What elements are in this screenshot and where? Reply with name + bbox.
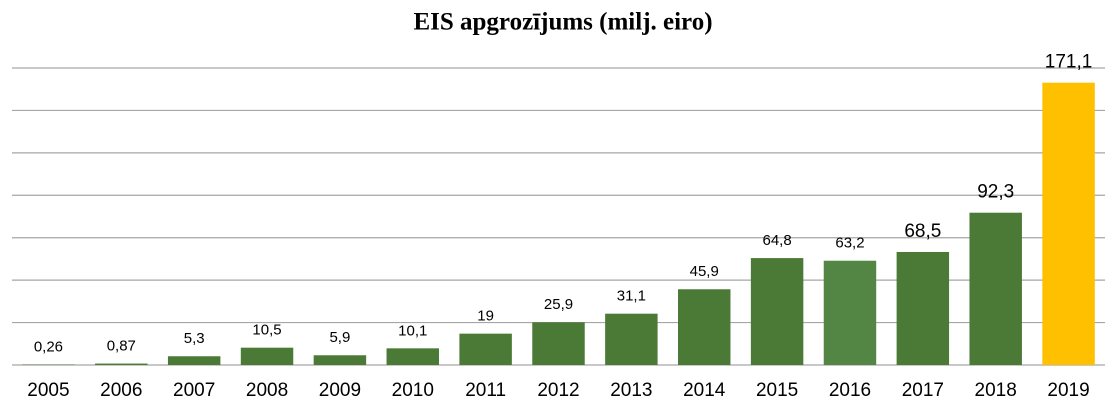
data-label: 19 [477, 308, 494, 325]
data-label: 5,3 [184, 330, 205, 347]
x-tick-label: 2010 [392, 380, 434, 401]
data-label: 10,1 [398, 322, 427, 339]
x-tick-label: 2013 [610, 380, 652, 401]
bar [896, 251, 950, 365]
x-tick-label: 2016 [829, 380, 871, 401]
bar [95, 363, 148, 365]
data-label: 92,3 [977, 182, 1014, 203]
bar [240, 347, 294, 365]
x-tick-label: 2018 [975, 380, 1017, 401]
data-label: 45,9 [690, 263, 719, 280]
x-tick-label: 2015 [756, 380, 798, 401]
x-tick-label: 2009 [319, 380, 361, 401]
bar [969, 212, 1022, 365]
x-tick-label: 2019 [1047, 380, 1089, 401]
data-label: 64,8 [762, 232, 791, 249]
bar [313, 355, 367, 365]
data-label: 25,9 [544, 296, 573, 313]
x-tick-label: 2012 [537, 380, 579, 401]
bar [823, 260, 877, 365]
x-tick-label: 2005 [27, 380, 69, 401]
x-tick-label: 2014 [683, 380, 726, 401]
bar [532, 322, 585, 365]
x-tick-label: 2007 [173, 380, 215, 401]
bar [605, 313, 658, 365]
x-tick-label: 2011 [465, 380, 506, 401]
bar [167, 356, 221, 365]
data-label: 10,5 [252, 322, 281, 339]
data-label: 31,1 [617, 288, 646, 305]
bar [678, 289, 731, 365]
x-tick-label: 2008 [246, 380, 288, 401]
x-tick-label: 2006 [100, 380, 142, 401]
data-label: 0,26 [34, 339, 63, 356]
data-label: 68,5 [904, 221, 941, 242]
x-tick-label: 2017 [902, 380, 944, 401]
data-label: 0,87 [107, 338, 136, 355]
data-label: 5,9 [329, 329, 350, 346]
bar [459, 333, 512, 365]
bar [750, 258, 804, 365]
chart-title: EIS apgrozījums (milj. eiro) [413, 9, 712, 36]
bar [386, 348, 439, 365]
grid [12, 67, 1105, 366]
data-label: 63,2 [835, 235, 864, 252]
bar [1042, 82, 1095, 365]
data-label: 171,1 [1045, 52, 1093, 73]
